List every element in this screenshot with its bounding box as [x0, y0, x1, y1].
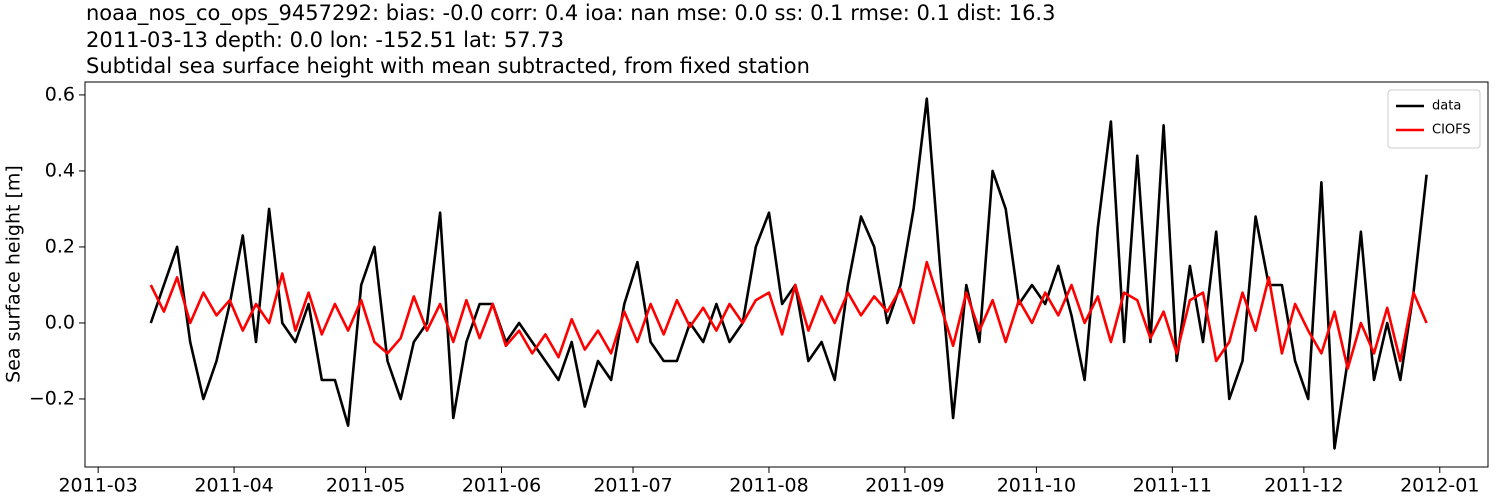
x-tick-label: 2011-05	[326, 475, 405, 497]
x-tick-label: 2011-07	[593, 475, 672, 497]
y-axis-label: Sea surface height [m]	[3, 165, 25, 383]
series-line	[149, 260, 1428, 370]
x-tick-label: 2011-06	[462, 475, 541, 497]
legend-label: data	[1432, 99, 1461, 114]
x-tick-label: 2012-01	[1400, 475, 1479, 497]
plot-frame	[84, 81, 1489, 468]
y-tick-label: −0.2	[29, 387, 75, 409]
x-tick-label: 2011-10	[997, 475, 1076, 497]
x-tick-label: 2011-08	[729, 475, 808, 497]
x-tick-label: 2011-03	[58, 475, 137, 497]
chart-subtitle: 2011-03-13 depth: 0.0 lon: -152.51 lat: …	[86, 28, 564, 52]
x-tick-label: 2011-12	[1264, 475, 1343, 497]
y-tick-label: 0.0	[45, 311, 75, 333]
y-tick-label: 0.6	[45, 83, 75, 105]
legend-box	[1387, 89, 1481, 149]
series-line	[149, 97, 1428, 450]
y-tick-label: 0.4	[45, 159, 75, 181]
chart-title: noaa_nos_co_ops_9457292: bias: -0.0 corr…	[86, 1, 1055, 26]
x-tick-label: 2011-11	[1133, 475, 1212, 497]
chart-description: Subtidal sea surface height with mean su…	[86, 54, 810, 78]
y-tick-label: 0.2	[45, 235, 75, 257]
x-tick-label: 2011-04	[194, 475, 273, 497]
legend-label: CIOFS	[1432, 123, 1471, 138]
x-tick-label: 2011-09	[865, 475, 944, 497]
